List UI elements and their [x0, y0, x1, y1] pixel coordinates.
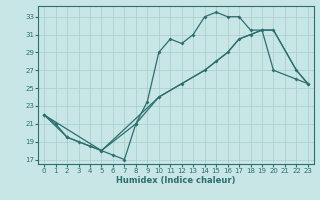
X-axis label: Humidex (Indice chaleur): Humidex (Indice chaleur) [116, 176, 236, 185]
